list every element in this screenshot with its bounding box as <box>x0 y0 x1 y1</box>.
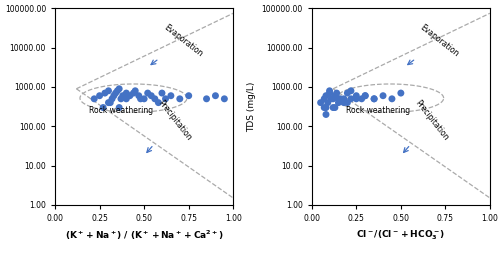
Point <box>122 97 130 101</box>
Point <box>352 97 360 101</box>
Point <box>322 105 330 110</box>
Point <box>96 94 104 98</box>
Text: Evaporation: Evaporation <box>408 23 461 65</box>
Point <box>140 97 148 101</box>
Point <box>358 97 366 101</box>
Point <box>118 94 126 98</box>
Point <box>104 89 112 93</box>
Point <box>336 97 344 101</box>
Point <box>331 105 339 110</box>
Point <box>347 97 355 101</box>
Point <box>340 97 348 101</box>
Point <box>101 91 109 95</box>
Point <box>379 94 387 98</box>
Text: Rock weathering: Rock weathering <box>346 106 410 115</box>
Point <box>151 97 159 101</box>
Point <box>332 91 340 95</box>
Point <box>370 97 378 101</box>
Point <box>167 94 175 98</box>
Point <box>130 91 138 95</box>
Point <box>136 97 144 101</box>
Point <box>340 101 348 105</box>
Text: Rock weathering: Rock weathering <box>89 106 153 115</box>
Point <box>344 101 351 105</box>
Point <box>108 97 116 101</box>
Point <box>90 97 98 101</box>
Point <box>331 94 339 98</box>
Point <box>184 94 192 98</box>
Point <box>316 101 324 105</box>
Point <box>334 101 342 105</box>
Text: Precipitation: Precipitation <box>404 98 450 152</box>
Point <box>148 94 156 98</box>
Point <box>110 94 118 98</box>
Point <box>326 89 334 93</box>
Text: Precipitation: Precipitation <box>147 98 194 152</box>
Point <box>328 97 336 101</box>
X-axis label: $\mathbf{(K^++Na^+)\ /\ (K^++Na^++Ca^{2+})}$: $\mathbf{(K^++Na^+)\ /\ (K^++Na^++Ca^{2+… <box>65 229 224 242</box>
Point <box>99 105 107 110</box>
Point <box>397 91 405 95</box>
Point <box>326 91 334 95</box>
Point <box>361 94 369 98</box>
Point <box>322 112 330 117</box>
Text: Evaporation: Evaporation <box>151 23 204 65</box>
Point <box>106 101 114 105</box>
Point <box>361 94 369 98</box>
Point <box>114 89 122 93</box>
Point <box>115 86 123 91</box>
Point <box>352 94 360 98</box>
Point <box>329 105 337 110</box>
X-axis label: $\mathbf{Cl^-/(Cl^-+HCO_3^-)}$: $\mathbf{Cl^-/(Cl^-+HCO_3^-)}$ <box>356 229 446 242</box>
Point <box>115 105 123 110</box>
Point <box>154 101 162 105</box>
Point <box>320 105 328 110</box>
Point <box>334 97 342 101</box>
Point <box>388 97 396 101</box>
Point <box>322 94 330 98</box>
Point <box>162 97 170 101</box>
Point <box>202 97 210 101</box>
Point <box>220 97 228 101</box>
Point <box>329 97 337 101</box>
Point <box>144 91 152 95</box>
Point <box>344 91 351 95</box>
Point <box>176 97 184 101</box>
Point <box>131 89 139 93</box>
Point <box>347 89 355 93</box>
Point <box>104 101 112 105</box>
Point <box>370 97 378 101</box>
Point <box>212 94 220 98</box>
Point <box>158 91 166 95</box>
Y-axis label: TDS (mg/L): TDS (mg/L) <box>247 81 256 132</box>
Point <box>122 91 130 95</box>
Point <box>324 101 332 105</box>
Point <box>112 91 120 95</box>
Point <box>320 97 328 101</box>
Point <box>126 94 134 98</box>
Point <box>135 94 143 98</box>
Point <box>117 97 125 101</box>
